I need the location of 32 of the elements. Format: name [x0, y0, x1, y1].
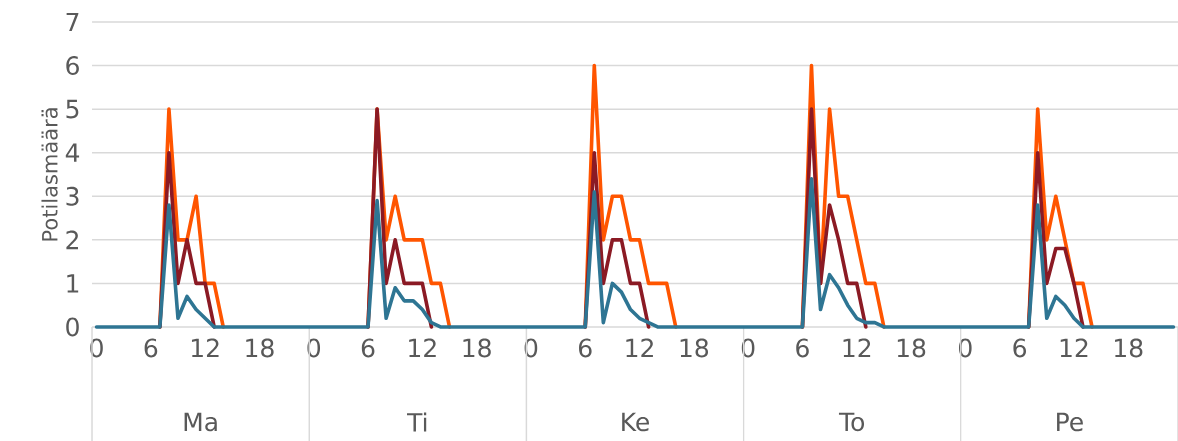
- y-tick-label: 2: [66, 230, 78, 250]
- y-tick-label: 7: [66, 12, 79, 32]
- y-axis-title: Potilasmäärä: [41, 108, 58, 241]
- x-tick-label: 6: [144, 338, 158, 358]
- x-tick-label: 0: [307, 338, 321, 358]
- x-tick-label: 18: [463, 338, 491, 358]
- x-tick-label: 12: [626, 338, 653, 358]
- y-tick-label: 5: [66, 99, 79, 119]
- text: Ke: [622, 412, 649, 432]
- text: Pe: [1057, 412, 1083, 432]
- x-tick-label: 12: [191, 338, 219, 358]
- text: To: [838, 412, 865, 432]
- x-tick-label: 0: [90, 338, 103, 358]
- x-tick-label: 12: [1060, 338, 1088, 358]
- x-tick-label: 18: [897, 338, 926, 358]
- x-tick-label: 6: [796, 338, 809, 358]
- x-tick-label: 6: [579, 338, 592, 358]
- text: Ma: [184, 412, 217, 432]
- x-tick-label: 12: [843, 338, 871, 358]
- y-tick-label: 0: [66, 317, 79, 337]
- y-tick-label: 4: [65, 143, 80, 162]
- x-tick-label: 18: [1115, 338, 1143, 358]
- text: Ti: [407, 412, 427, 432]
- x-tick-label: 0: [959, 338, 972, 358]
- y-tick-label: 1: [67, 274, 79, 293]
- x-tick-label: 18: [246, 338, 274, 358]
- y-tick-label: 3: [66, 186, 79, 206]
- x-tick-label: 12: [409, 338, 436, 358]
- y-tick-label: 6: [66, 56, 79, 76]
- x-tick-label: 18: [680, 338, 709, 358]
- x-tick-label: 6: [361, 338, 375, 358]
- x-tick-label: 6: [1013, 338, 1026, 358]
